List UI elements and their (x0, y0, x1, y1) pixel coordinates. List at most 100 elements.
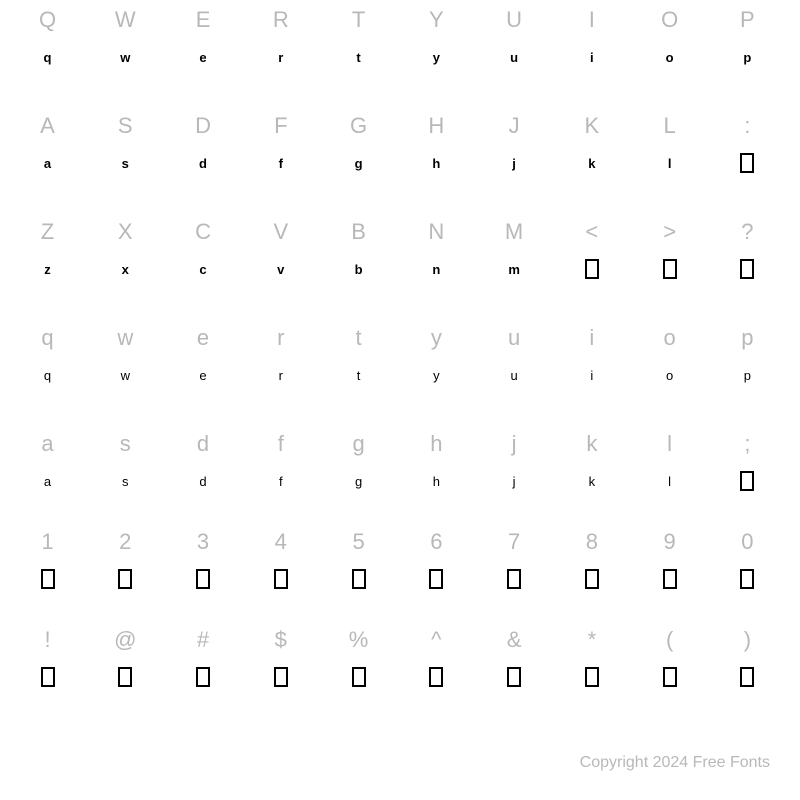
glyph-chart: QWERTYUIOPqwertyuiopASDFGHJKL:asdfghjklZ… (0, 0, 800, 693)
char-label: N (399, 219, 474, 245)
char-label: 4 (243, 529, 318, 555)
missing-glyph (710, 259, 785, 279)
glyph-sample: q (10, 368, 85, 383)
glyph-row (10, 563, 785, 595)
missing-glyph (10, 569, 85, 589)
glyph-sample: j (477, 156, 552, 171)
char-label: : (710, 113, 785, 139)
char-label: g (321, 431, 396, 457)
char-label: r (243, 325, 318, 351)
char-label: a (10, 431, 85, 457)
label-row: !@#$%^&*() (10, 625, 785, 653)
missing-glyph (477, 667, 552, 687)
char-label: F (243, 113, 318, 139)
glyph-row: qwertyuiop (10, 41, 785, 73)
glyph-sample: i (554, 368, 629, 383)
char-label: & (477, 627, 552, 653)
char-label: ) (710, 627, 785, 653)
missing-box-icon (41, 569, 55, 589)
glyph-sample: o (632, 50, 707, 65)
glyph-row: asdfghjkl (10, 147, 785, 179)
label-row: 1234567890 (10, 527, 785, 555)
missing-box-icon (740, 259, 754, 279)
char-label: @ (88, 627, 163, 653)
missing-box-icon (429, 569, 443, 589)
char-label: O (632, 7, 707, 33)
char-label: i (554, 325, 629, 351)
label-row: qwertyuiop (10, 323, 785, 351)
char-label: U (477, 7, 552, 33)
char-label: 0 (710, 529, 785, 555)
char-label: t (321, 325, 396, 351)
glyph-sample: k (554, 474, 629, 489)
char-label: h (399, 431, 474, 457)
glyph-sample: p (710, 368, 785, 383)
missing-box-icon (41, 667, 55, 687)
glyph-sample: u (477, 368, 552, 383)
char-label: 8 (554, 529, 629, 555)
char-label: D (166, 113, 241, 139)
char-label: d (166, 431, 241, 457)
missing-glyph (399, 569, 474, 589)
char-label: 7 (477, 529, 552, 555)
char-label: C (166, 219, 241, 245)
missing-box-icon (507, 569, 521, 589)
glyph-sample: x (88, 262, 163, 277)
missing-box-icon (740, 471, 754, 491)
glyph-sample: h (399, 156, 474, 171)
char-label: o (632, 325, 707, 351)
char-label: % (321, 627, 396, 653)
missing-box-icon (585, 667, 599, 687)
glyph-row: qwertyuiop (10, 359, 785, 391)
char-label: Y (399, 7, 474, 33)
char-label: s (88, 431, 163, 457)
missing-box-icon (196, 667, 210, 687)
char-label: ; (710, 431, 785, 457)
char-label: 5 (321, 529, 396, 555)
missing-box-icon (118, 667, 132, 687)
glyph-sample: w (88, 50, 163, 65)
char-label: l (632, 431, 707, 457)
char-label: E (166, 7, 241, 33)
char-label: * (554, 627, 629, 653)
missing-box-icon (740, 153, 754, 173)
char-label: I (554, 7, 629, 33)
missing-glyph (88, 569, 163, 589)
glyph-sample: d (166, 474, 241, 489)
char-label: 2 (88, 529, 163, 555)
glyph-sample: w (88, 368, 163, 383)
glyph-sample: o (632, 368, 707, 383)
missing-box-icon (663, 569, 677, 589)
char-label: y (399, 325, 474, 351)
glyph-sample: k (554, 156, 629, 171)
char-label: j (477, 431, 552, 457)
char-label: S (88, 113, 163, 139)
missing-glyph (710, 569, 785, 589)
char-label: 6 (399, 529, 474, 555)
glyph-sample: z (10, 262, 85, 277)
char-label: T (321, 7, 396, 33)
glyph-sample: v (243, 262, 318, 277)
missing-glyph (710, 153, 785, 173)
char-label: X (88, 219, 163, 245)
missing-glyph (554, 667, 629, 687)
missing-glyph (166, 569, 241, 589)
char-label: e (166, 325, 241, 351)
glyph-sample: g (321, 474, 396, 489)
char-label: q (10, 325, 85, 351)
char-label: B (321, 219, 396, 245)
glyph-sample: q (10, 50, 85, 65)
char-label: p (710, 325, 785, 351)
missing-glyph (710, 471, 785, 491)
glyph-sample: f (243, 156, 318, 171)
glyph-sample: t (321, 368, 396, 383)
missing-box-icon (740, 569, 754, 589)
glyph-sample: l (632, 474, 707, 489)
label-row: ZXCVBNM<>? (10, 217, 785, 245)
glyph-sample: h (399, 474, 474, 489)
glyph-sample: p (710, 50, 785, 65)
missing-box-icon (585, 569, 599, 589)
missing-box-icon (740, 667, 754, 687)
missing-glyph (243, 569, 318, 589)
glyph-sample: r (243, 368, 318, 383)
